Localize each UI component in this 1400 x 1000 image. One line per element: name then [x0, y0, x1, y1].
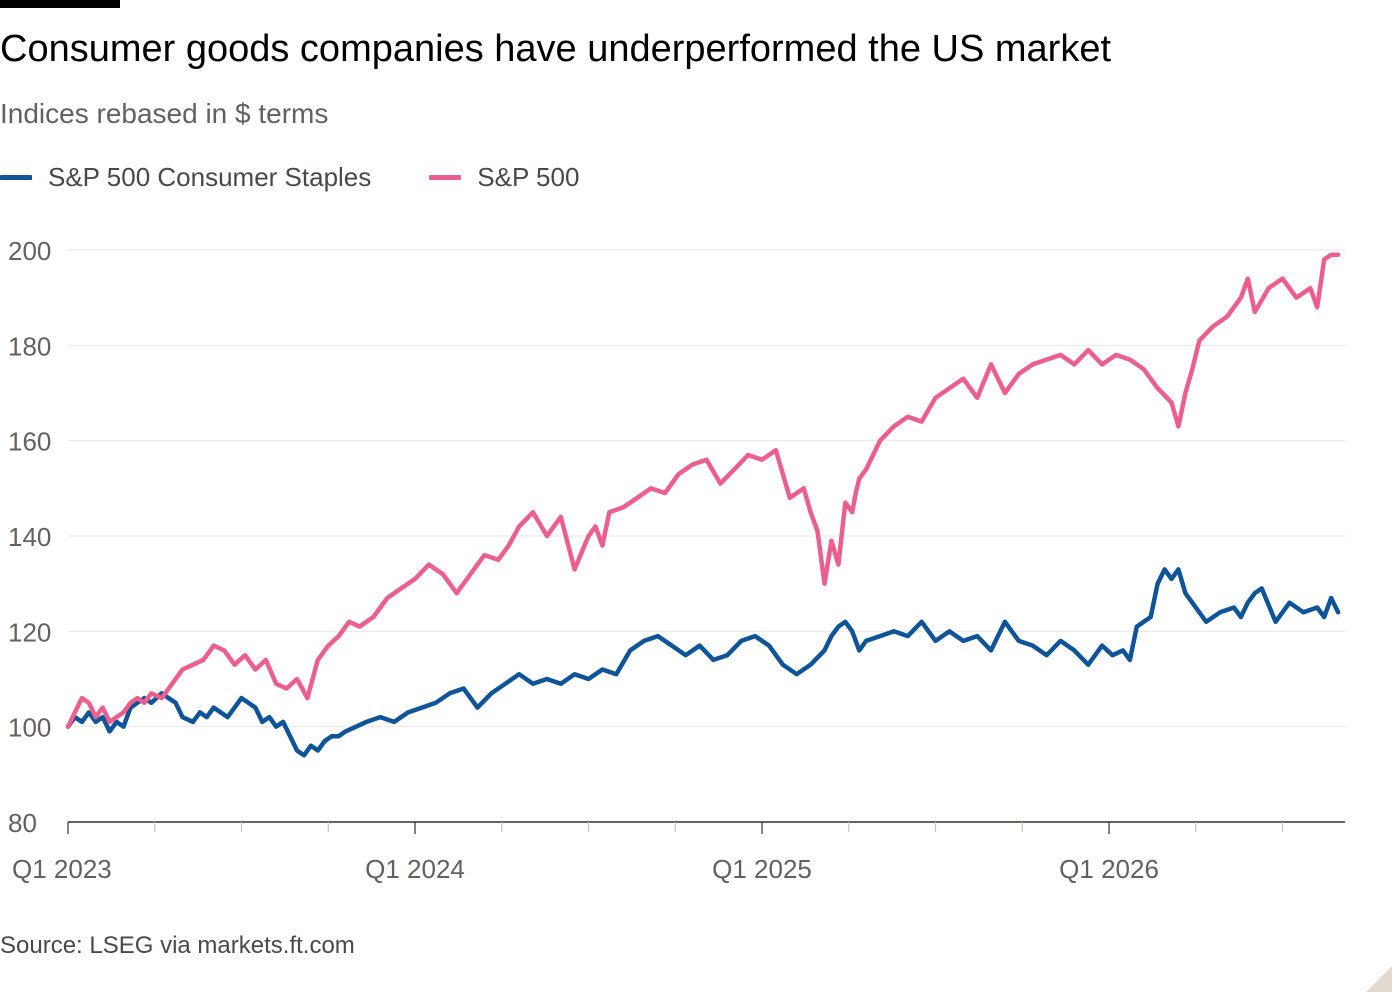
y-tick-label-140: 140	[8, 522, 51, 552]
line-chart: 80 100 120 140 160 180 200 Q1 2023 Q1 2024 Q1 202…	[8, 236, 1345, 884]
corner-mark	[1366, 966, 1392, 992]
legend-swatch-sp500	[429, 174, 462, 180]
top-rule	[0, 0, 120, 8]
legend-item-staples: S&P 500 Consumer Staples	[0, 160, 371, 194]
series-line-staples	[65, 567, 1341, 758]
y-tick-label-200: 200	[8, 236, 51, 266]
source-note: Source: LSEG via markets.ft.com	[0, 932, 355, 959]
chart-title: Consumer goods companies have underperfo…	[0, 28, 1112, 70]
y-tick-label-120: 120	[8, 617, 51, 647]
legend-item-sp500: S&P 500	[429, 160, 579, 194]
series-line-sp500	[65, 252, 1341, 729]
y-tick-label-80: 80	[8, 808, 37, 838]
x-tick-label-12: Q1 2026	[1059, 854, 1159, 884]
legend-swatch-staples	[0, 174, 32, 180]
x-tick-label-8: Q1 2025	[712, 854, 812, 884]
y-tick-label-160: 160	[8, 427, 51, 457]
x-tick-label-4: Q1 2024	[365, 854, 465, 884]
y-tick-label-100: 100	[8, 713, 51, 743]
chart-subtitle: Indices rebased in $ terms	[0, 98, 329, 129]
legend-label-sp500: S&P 500	[477, 162, 580, 192]
legend-label-staples: S&P 500 Consumer Staples	[48, 162, 372, 192]
x-tick-label-0: Q1 2023	[12, 854, 112, 884]
y-tick-label-180: 180	[8, 331, 51, 361]
legend: S&P 500 Consumer Staples S&P 500	[0, 160, 579, 194]
